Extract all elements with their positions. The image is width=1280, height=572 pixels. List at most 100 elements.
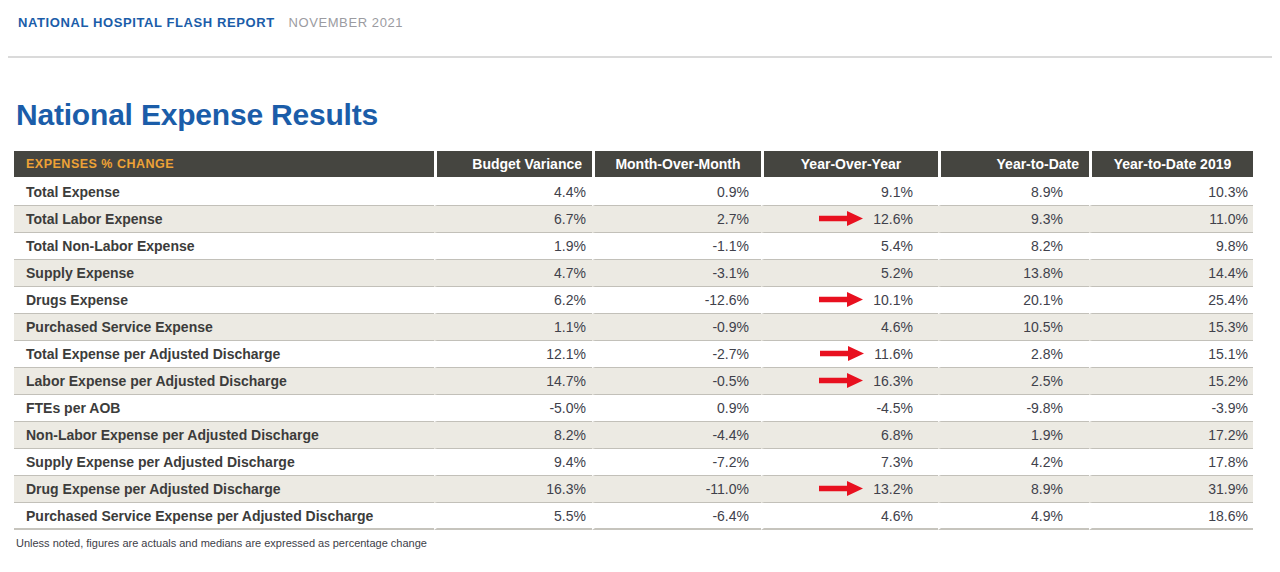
value-text: -4.4% xyxy=(712,427,749,443)
value-cell: 8.2% xyxy=(938,233,1089,260)
value-text: 15.3% xyxy=(1208,319,1248,335)
value-cell: 8.9% xyxy=(938,476,1089,503)
table-row: Drugs Expense6.2%-12.6%10.1%20.1%25.4% xyxy=(14,287,1253,314)
value-cell: -1.1% xyxy=(592,233,761,260)
value-text: 13.8% xyxy=(1023,265,1063,281)
row-label: Labor Expense per Adjusted Discharge xyxy=(14,368,434,395)
value-cell: -7.2% xyxy=(592,449,761,476)
value-text: -4.5% xyxy=(876,400,913,416)
value-text: 10.3% xyxy=(1208,184,1248,200)
value-cell: 15.3% xyxy=(1089,314,1253,341)
value-text: 8.2% xyxy=(1031,238,1063,254)
value-cell: 4.2% xyxy=(938,449,1089,476)
value-text: 20.1% xyxy=(1023,292,1063,308)
value-text: 12.1% xyxy=(546,346,586,362)
value-text: -12.6% xyxy=(705,292,749,308)
value-text: 16.3% xyxy=(873,373,913,389)
value-cell: 4.9% xyxy=(938,503,1089,530)
value-text: 12.6% xyxy=(873,211,913,227)
value-cell: 9.4% xyxy=(434,449,592,476)
value-text: 14.4% xyxy=(1208,265,1248,281)
table-footnote: Unless noted, figures are actuals and me… xyxy=(16,537,1280,549)
value-text: -9.8% xyxy=(1026,400,1063,416)
value-cell: 5.4% xyxy=(761,233,938,260)
value-cell: -0.9% xyxy=(592,314,761,341)
value-text: 25.4% xyxy=(1208,292,1248,308)
table-row: Supply Expense per Adjusted Discharge9.4… xyxy=(14,449,1253,476)
value-cell: 20.1% xyxy=(938,287,1089,314)
table-row: FTEs per AOB-5.0%0.9%-4.5%-9.8%-3.9% xyxy=(14,395,1253,422)
value-text: 6.8% xyxy=(881,427,913,443)
value-cell: 4.6% xyxy=(761,503,938,530)
red-right-arrow-icon xyxy=(820,346,864,361)
value-cell: 14.4% xyxy=(1089,260,1253,287)
value-text: 31.9% xyxy=(1208,481,1248,497)
value-text: -3.9% xyxy=(1211,400,1248,416)
value-cell: 6.8% xyxy=(761,422,938,449)
table-row: Total Non-Labor Expense 1.9% -1.1%5.4% 8.2%… xyxy=(14,233,1253,260)
value-cell: 12.6% xyxy=(761,206,938,233)
value-cell: 7.3% xyxy=(761,449,938,476)
value-text: -0.5% xyxy=(712,373,749,389)
value-cell: 1.9% xyxy=(434,233,592,260)
value-cell: 6.7% xyxy=(434,206,592,233)
red-right-arrow-icon xyxy=(819,481,863,496)
row-label: Drug Expense per Adjusted Discharge xyxy=(14,476,434,503)
value-cell: 10.5% xyxy=(938,314,1089,341)
value-text: 15.2% xyxy=(1208,373,1248,389)
value-text: 5.5% xyxy=(554,508,586,524)
value-cell: -2.7% xyxy=(592,341,761,368)
value-text: -0.9% xyxy=(712,319,749,335)
value-text: 11.0% xyxy=(1209,211,1248,227)
value-text: 8.9% xyxy=(1031,184,1063,200)
value-text: 17.8% xyxy=(1208,454,1248,470)
table-row: Non-Labor Expense per Adjusted Discharge… xyxy=(14,422,1253,449)
table-row: Total Expense4.4%0.9%9.1%8.9%10.3% xyxy=(14,179,1253,206)
value-cell: -3.1% xyxy=(592,260,761,287)
value-cell: -11.0% xyxy=(592,476,761,503)
value-text: 17.2% xyxy=(1208,427,1248,443)
row-label: Total Expense xyxy=(14,179,434,206)
value-text: 9.8% xyxy=(1216,238,1248,254)
value-cell: 31.9% xyxy=(1089,476,1253,503)
report-date: NOVEMBER 2021 xyxy=(288,15,403,30)
value-text: -2.7% xyxy=(712,346,749,362)
table-corner-label: EXPENSES % CHANGE xyxy=(14,151,434,179)
value-cell: -4.4% xyxy=(592,422,761,449)
value-text: 9.3% xyxy=(1031,211,1063,227)
value-cell: 10.3% xyxy=(1089,179,1253,206)
value-text: 1.9% xyxy=(554,238,586,254)
row-label: Non-Labor Expense per Adjusted Discharge xyxy=(14,422,434,449)
value-text: 11.6% xyxy=(874,346,913,362)
value-cell: 17.8% xyxy=(1089,449,1253,476)
value-text: -3.1% xyxy=(712,265,749,281)
value-text: 0.9% xyxy=(717,184,749,200)
row-label: Total Non-Labor Expense xyxy=(14,233,434,260)
row-label: Drugs Expense xyxy=(14,287,434,314)
value-text: 6.7% xyxy=(554,211,586,227)
expense-table: EXPENSES % CHANGE Budget Variance Month-… xyxy=(14,151,1253,530)
table-header-row: EXPENSES % CHANGE Budget Variance Month-… xyxy=(14,151,1253,179)
table-row: Supply Expense4.7%-3.1%5.2%13.8%14.4% xyxy=(14,260,1253,287)
row-label: FTEs per AOB xyxy=(14,395,434,422)
value-text: 2.8% xyxy=(1031,346,1063,362)
value-cell: 0.9% xyxy=(592,179,761,206)
value-cell: 5.5% xyxy=(434,503,592,530)
row-label: Purchased Service Expense xyxy=(14,314,434,341)
value-cell: 2.7% xyxy=(592,206,761,233)
value-text: 1.9% xyxy=(1031,427,1063,443)
report-title: NATIONAL HOSPITAL FLASH REPORT xyxy=(18,15,275,30)
value-cell: 6.2% xyxy=(434,287,592,314)
expense-table-body: Total Expense4.4%0.9%9.1%8.9%10.3%Total … xyxy=(14,179,1253,530)
column-header-budget-variance: Budget Variance xyxy=(434,151,592,179)
value-cell: -0.5% xyxy=(592,368,761,395)
value-text: 18.6% xyxy=(1208,508,1248,524)
value-cell: 9.1% xyxy=(761,179,938,206)
red-right-arrow-icon xyxy=(819,292,863,307)
row-label: Supply Expense xyxy=(14,260,434,287)
value-text: 2.5% xyxy=(1031,373,1063,389)
row-label: Total Labor Expense xyxy=(14,206,434,233)
value-text: 4.7% xyxy=(554,265,586,281)
value-text: -6.4% xyxy=(712,508,749,524)
table-row: Total Expense per Adjusted Discharge12.1… xyxy=(14,341,1253,368)
